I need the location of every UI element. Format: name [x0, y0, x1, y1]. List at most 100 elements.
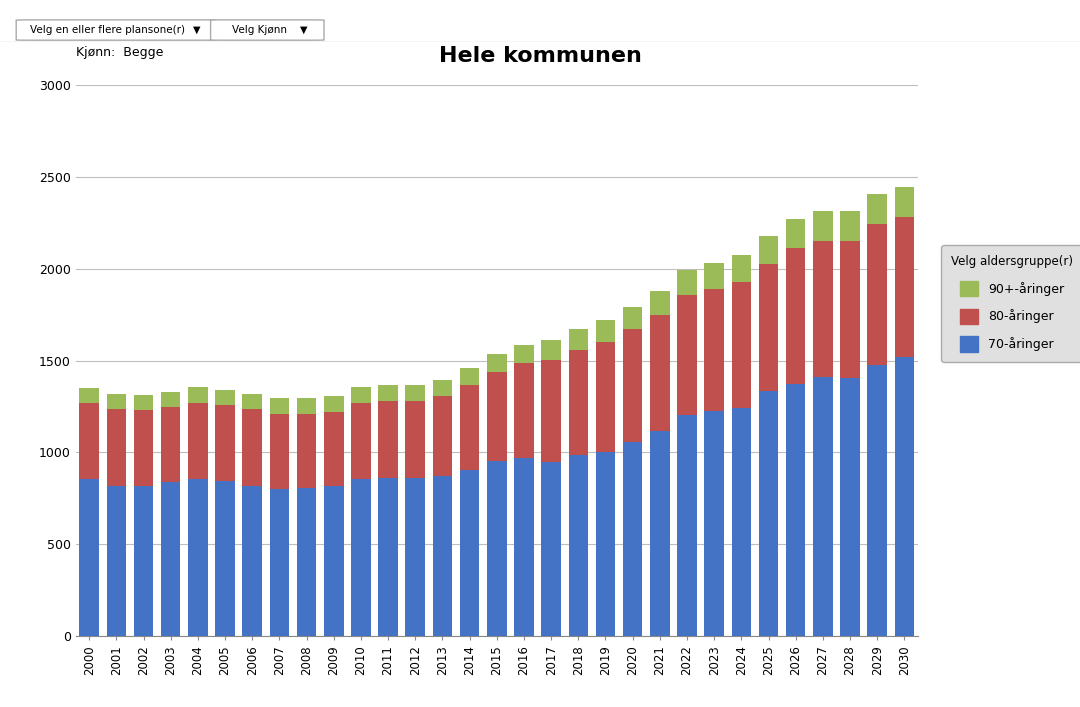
Bar	[242, 394, 262, 409]
Bar	[242, 409, 262, 486]
Bar	[405, 478, 426, 636]
Bar	[270, 414, 289, 489]
Bar	[650, 291, 670, 315]
Bar	[786, 248, 806, 385]
Bar	[759, 236, 779, 264]
Bar	[514, 363, 534, 458]
Bar	[351, 479, 370, 636]
Bar	[161, 407, 180, 482]
Bar	[596, 320, 616, 342]
Bar	[867, 366, 887, 636]
Bar	[460, 385, 480, 470]
Bar	[433, 397, 453, 477]
Bar	[541, 340, 561, 360]
Bar	[677, 296, 697, 415]
Bar	[541, 360, 561, 462]
Bar	[704, 289, 724, 411]
Bar	[161, 392, 180, 407]
Bar	[188, 387, 207, 403]
Bar	[568, 349, 589, 455]
Text: Hele kommunen: Hele kommunen	[438, 46, 642, 66]
Bar	[324, 486, 343, 636]
Bar	[731, 409, 752, 636]
Bar	[270, 398, 289, 414]
Bar	[813, 241, 833, 377]
FancyBboxPatch shape	[211, 20, 324, 40]
FancyBboxPatch shape	[16, 20, 216, 40]
Bar	[215, 404, 234, 481]
Bar	[270, 489, 289, 636]
Bar	[840, 211, 860, 241]
Bar	[242, 486, 262, 636]
Bar	[650, 315, 670, 431]
Bar	[704, 411, 724, 636]
Bar	[107, 486, 126, 636]
Bar	[433, 380, 453, 397]
Bar	[487, 354, 507, 372]
Bar	[487, 372, 507, 461]
Bar	[786, 385, 806, 636]
Bar	[405, 401, 426, 478]
Bar	[650, 431, 670, 636]
Text: Kjønn:  Begge: Kjønn: Begge	[76, 46, 163, 59]
Bar	[840, 241, 860, 378]
Bar	[378, 385, 397, 401]
Bar	[378, 478, 397, 636]
Bar	[161, 482, 180, 636]
Bar	[324, 412, 343, 486]
Bar	[840, 378, 860, 636]
Bar	[107, 409, 126, 486]
Bar	[541, 462, 561, 636]
Bar	[80, 388, 99, 403]
Bar	[351, 387, 370, 403]
Bar	[731, 283, 752, 409]
Bar	[813, 211, 833, 241]
Bar	[894, 187, 914, 217]
Bar	[188, 479, 207, 636]
Bar	[867, 194, 887, 223]
Bar	[433, 477, 453, 636]
Bar	[134, 486, 153, 636]
Text: Velg Kjønn: Velg Kjønn	[232, 25, 287, 35]
Bar	[514, 458, 534, 636]
Bar	[378, 401, 397, 478]
Bar	[894, 357, 914, 636]
Text: ▼: ▼	[300, 25, 307, 35]
Bar	[487, 461, 507, 636]
Text: ▼: ▼	[193, 25, 200, 35]
Bar	[460, 368, 480, 385]
Bar	[297, 489, 316, 636]
Bar	[568, 455, 589, 636]
Bar	[677, 270, 697, 296]
Bar	[134, 395, 153, 410]
Bar	[514, 345, 534, 363]
Legend: 90+-åringer, 80-åringer, 70-åringer: 90+-åringer, 80-åringer, 70-åringer	[941, 245, 1080, 362]
Text: Velg en eller flere plansone(r): Velg en eller flere plansone(r)	[29, 25, 185, 35]
Bar	[215, 390, 234, 404]
Bar	[297, 398, 316, 414]
Bar	[134, 410, 153, 486]
Bar	[704, 263, 724, 289]
Bar	[215, 481, 234, 636]
Bar	[351, 403, 370, 479]
Bar	[813, 377, 833, 636]
Bar	[460, 470, 480, 636]
Bar	[786, 219, 806, 248]
Bar	[568, 329, 589, 349]
Bar	[759, 391, 779, 636]
Bar	[677, 415, 697, 636]
Bar	[107, 394, 126, 409]
Bar	[596, 342, 616, 452]
Bar	[188, 403, 207, 479]
Bar	[80, 479, 99, 636]
Bar	[80, 403, 99, 479]
Bar	[759, 264, 779, 391]
Bar	[623, 443, 643, 636]
Bar	[623, 307, 643, 329]
Bar	[405, 385, 426, 401]
Bar	[867, 223, 887, 366]
Bar	[731, 255, 752, 283]
Bar	[623, 329, 643, 443]
Bar	[596, 452, 616, 636]
Bar	[297, 414, 316, 489]
